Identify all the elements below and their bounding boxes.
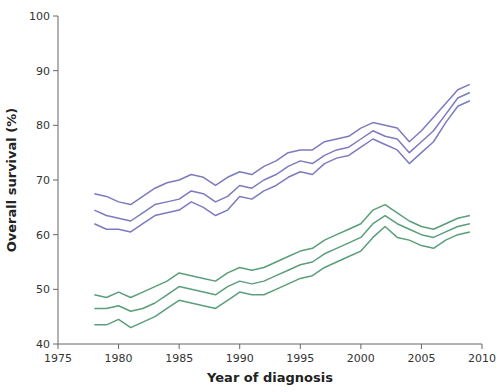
plot-area <box>94 84 470 327</box>
series-line <box>94 205 470 298</box>
tick <box>53 16 58 17</box>
tick-label: 90 <box>36 65 50 78</box>
series-line <box>94 93 470 221</box>
tick-label: 2005 <box>407 352 435 365</box>
axis-line <box>58 344 482 345</box>
tick <box>239 344 240 349</box>
tick <box>58 344 59 349</box>
tick-label: 1980 <box>105 352 133 365</box>
tick-label: 70 <box>36 174 50 187</box>
tick <box>53 180 58 181</box>
axes: 40 50 60 70 80 90 100 1975 1980 1985 1990 1995 2000 2… <box>29 10 496 365</box>
tick-label: 1975 <box>44 352 72 365</box>
tick-label: 100 <box>29 10 50 23</box>
tick <box>421 344 422 349</box>
series-line <box>94 226 470 327</box>
tick <box>53 344 58 345</box>
chart: 40 50 60 70 80 90 100 1975 1980 1985 1990 1995 2000 2… <box>0 0 500 392</box>
tick <box>53 234 58 235</box>
tick-label: 1985 <box>165 352 193 365</box>
tick-label: 50 <box>36 283 50 296</box>
tick <box>179 344 180 349</box>
axis-label: Year of diagnosis <box>206 370 333 385</box>
tick <box>482 344 483 349</box>
tick-label: 2010 <box>468 352 496 365</box>
series-line <box>94 216 470 312</box>
series-line <box>94 84 470 204</box>
tick-label: 80 <box>36 119 50 132</box>
tick-label: 1990 <box>226 352 254 365</box>
tick <box>300 344 301 349</box>
tick <box>118 344 119 349</box>
tick <box>360 344 361 349</box>
tick <box>53 289 58 290</box>
tick <box>53 125 58 126</box>
axis-line <box>58 16 59 344</box>
axis-label: Overall survival (%) <box>4 108 19 252</box>
tick-label: 60 <box>36 229 50 242</box>
series-line <box>94 101 470 232</box>
tick <box>53 70 58 71</box>
tick-label: 2000 <box>347 352 375 365</box>
tick-label: 1995 <box>286 352 314 365</box>
tick-label: 40 <box>36 338 50 351</box>
